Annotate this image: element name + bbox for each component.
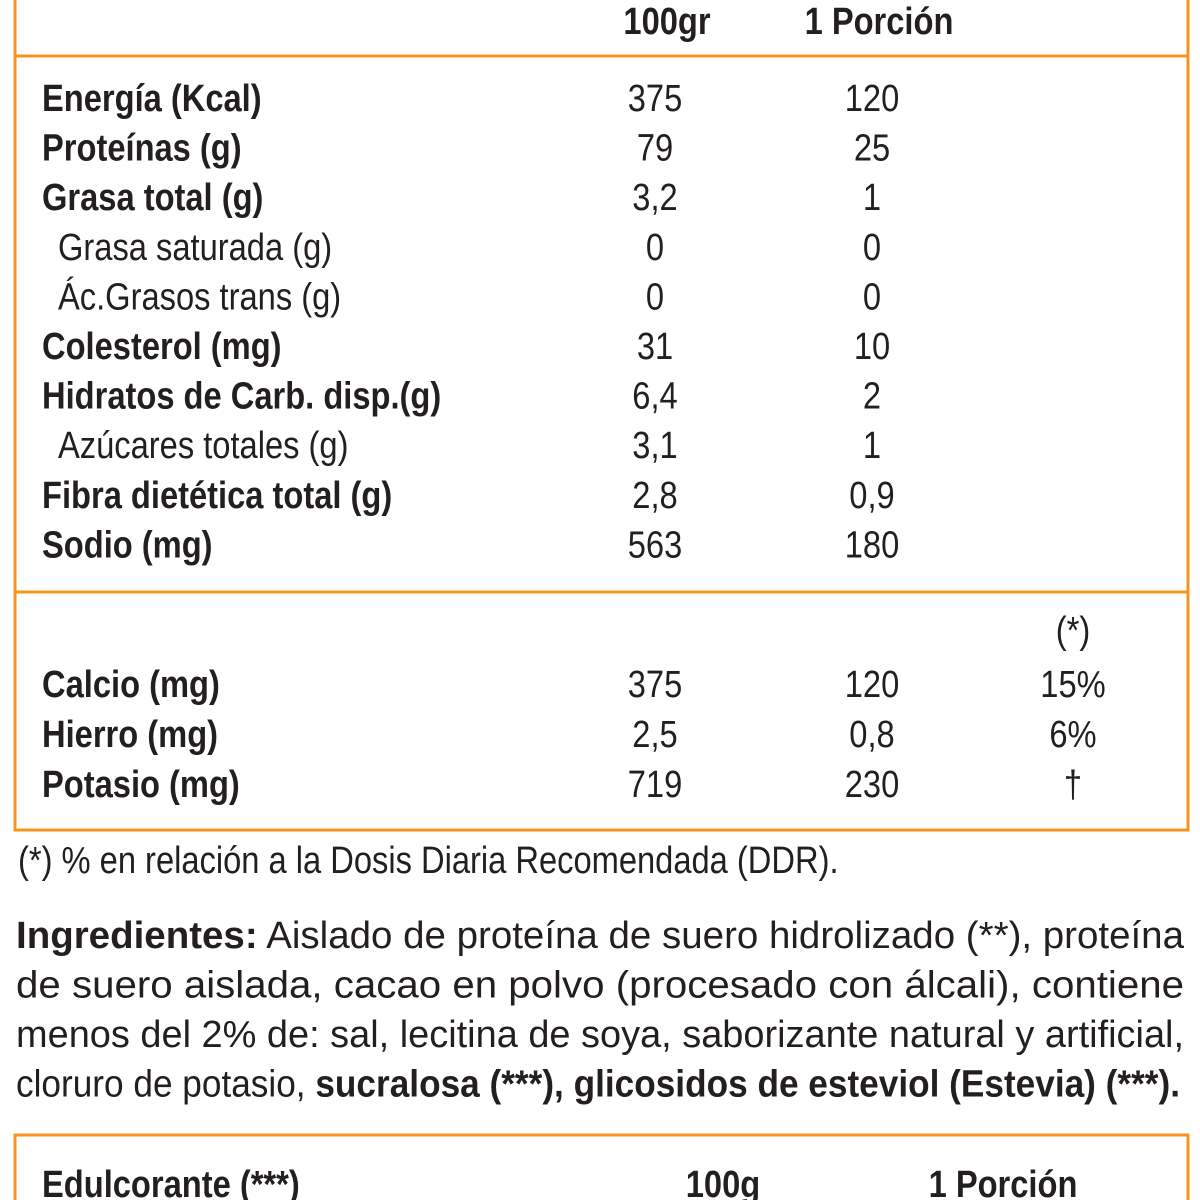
nutrient-value: 180 bbox=[845, 523, 900, 566]
nutrient-label: Ác.Grasos trans (g) bbox=[58, 275, 341, 318]
nutrient-value: 2,8 bbox=[632, 474, 677, 517]
nutrient-label: Proteínas (g) bbox=[42, 126, 242, 169]
nutrient-label: Fibra dietética total (g) bbox=[42, 474, 392, 517]
column-header: 1 Porción bbox=[805, 0, 954, 43]
footnote: (*) % en relación a la Dosis Diaria Reco… bbox=[18, 839, 839, 882]
nutrient-value: 3,1 bbox=[632, 424, 677, 467]
nutrient-value: 10 bbox=[854, 325, 890, 368]
mineral-label: Potasio (mg) bbox=[42, 763, 240, 806]
ingredients-line: Ingredientes: Aislado de proteína de sue… bbox=[16, 915, 1185, 957]
nutrient-value: 25 bbox=[854, 126, 890, 169]
nutrient-value: 6,4 bbox=[632, 374, 677, 417]
mineral-value: 230 bbox=[845, 763, 900, 806]
nutrient-value: 1 bbox=[863, 176, 881, 219]
sweetener-header: Edulcorante (***) bbox=[42, 1163, 300, 1200]
ingredients-segment: de suero aislada, cacao en polvo (proces… bbox=[16, 965, 1184, 1007]
mineral-value: 719 bbox=[628, 763, 683, 806]
ingredients-segment: cloruro de potasio, bbox=[16, 1064, 315, 1106]
nutrient-label: Sodio (mg) bbox=[42, 523, 213, 566]
ingredients: Ingredientes: Aislado de proteína de sue… bbox=[16, 915, 1185, 1106]
nutrient-label: Azúcares totales (g) bbox=[58, 424, 348, 467]
nutrient-value: 375 bbox=[628, 77, 683, 120]
ingredients-segment: sucralosa (***), glicosidos de esteviol … bbox=[315, 1064, 1180, 1106]
nutrient-value: 2 bbox=[863, 374, 881, 417]
mineral-value: † bbox=[1064, 763, 1082, 806]
mineral-label: Calcio (mg) bbox=[42, 663, 220, 706]
nutrient-value: 0 bbox=[863, 226, 881, 269]
nutrient-label: Colesterol (mg) bbox=[42, 325, 282, 368]
nutrient-value: 3,2 bbox=[632, 176, 677, 219]
minerals-header: (*) bbox=[1056, 609, 1090, 652]
nutrient-label: Grasa total (g) bbox=[42, 176, 263, 219]
nutrient-value: 0 bbox=[646, 275, 664, 318]
nutrient-label: Hidratos de Carb. disp.(g) bbox=[42, 374, 441, 417]
mineral-value: 120 bbox=[845, 663, 900, 706]
nutrient-value: 0 bbox=[863, 275, 881, 318]
ingredients-segment: menos del 2% de: sal, lecitina de soya, … bbox=[16, 1014, 1184, 1056]
column-header: 100gr bbox=[623, 0, 710, 43]
nutrient-value: 0,9 bbox=[849, 474, 894, 517]
mineral-value: 0,8 bbox=[849, 713, 894, 756]
nutrient-label: Energía (Kcal) bbox=[42, 77, 262, 120]
nutrient-value: 31 bbox=[637, 325, 673, 368]
mineral-value: 15% bbox=[1040, 663, 1105, 706]
mineral-value: 375 bbox=[628, 663, 683, 706]
ingredients-segment: Ingredientes: bbox=[16, 915, 258, 957]
ingredients-segment: Aislado de proteína de suero hidrolizado… bbox=[258, 915, 1185, 957]
nutrient-value: 0 bbox=[646, 226, 664, 269]
sweetener-header: 1 Porción bbox=[929, 1163, 1078, 1200]
sweetener-header: 100g bbox=[686, 1163, 760, 1200]
nutrition-box bbox=[13, 0, 1190, 832]
mineral-value: 2,5 bbox=[632, 713, 677, 756]
nutrient-label: Grasa saturada (g) bbox=[58, 226, 332, 269]
nutrient-value: 563 bbox=[628, 523, 683, 566]
nutrient-value: 79 bbox=[637, 126, 673, 169]
mineral-label: Hierro (mg) bbox=[42, 713, 218, 756]
ingredients-line: de suero aislada, cacao en polvo (proces… bbox=[16, 965, 1184, 1007]
ingredients-line: menos del 2% de: sal, lecitina de soya, … bbox=[16, 1014, 1184, 1056]
nutrient-value: 1 bbox=[863, 424, 881, 467]
ingredients-line: cloruro de potasio, sucralosa (***), gli… bbox=[16, 1064, 1180, 1106]
nutrient-value: 120 bbox=[845, 77, 900, 120]
sweetener-box bbox=[13, 1133, 1190, 1200]
mineral-value: 6% bbox=[1049, 713, 1096, 756]
